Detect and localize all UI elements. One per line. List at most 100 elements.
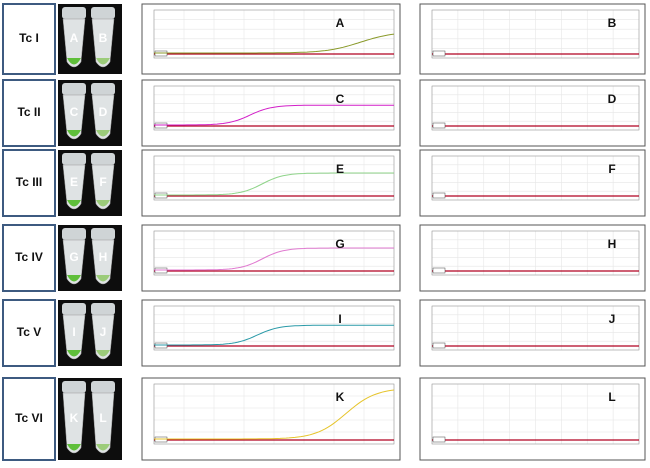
tube-letter: I [72, 325, 75, 339]
plot-letter: C [336, 92, 345, 106]
plot-area [153, 383, 395, 445]
plot-letter: B [608, 16, 617, 30]
plot-frame [419, 377, 646, 461]
tube-cap [91, 303, 115, 315]
tube-liquid [96, 275, 110, 282]
amplification-curve [154, 324, 394, 346]
plot-letter: J [609, 312, 616, 326]
plot-letter: K [336, 390, 345, 404]
row-label: Tc I [19, 31, 39, 45]
tube [91, 392, 115, 454]
plot-frame [141, 224, 401, 292]
tube-liquid [67, 130, 81, 137]
tube-liquid [96, 58, 110, 65]
tube-cap [91, 83, 115, 95]
plot-letter: H [608, 237, 617, 251]
tube-liquid [67, 58, 81, 65]
amplification-curve [154, 247, 394, 271]
plot-frame [419, 149, 646, 217]
tube [91, 164, 115, 210]
plot-frame [141, 377, 401, 461]
tube [91, 314, 115, 360]
tube [62, 239, 86, 285]
plot-frame [141, 79, 401, 147]
legend-box [432, 342, 446, 349]
plot-area [431, 85, 640, 131]
tube-liquid [67, 200, 81, 207]
tube-liquid [67, 275, 81, 282]
row-label: Tc V [17, 325, 41, 339]
plot-letter: I [338, 312, 341, 326]
tube [62, 94, 86, 140]
legend-box [432, 192, 446, 199]
amplification-curve [154, 104, 394, 126]
tube-letter: F [99, 175, 106, 189]
tube-letter: H [99, 250, 108, 264]
plot-frame [141, 149, 401, 217]
row-label-box [2, 224, 56, 292]
tube-letter: D [99, 105, 108, 119]
plot-letter: E [336, 162, 344, 176]
tube-liquid [96, 444, 110, 451]
plot-letter: G [335, 237, 344, 251]
legend-box [432, 436, 446, 443]
tube [62, 18, 86, 68]
plot-area [153, 85, 395, 131]
plot-frame [419, 224, 646, 292]
tube-cap [91, 7, 115, 19]
amplification-curve [154, 33, 395, 54]
plot-area [153, 230, 395, 276]
tube-letter: K [70, 411, 79, 425]
plot-area [431, 305, 640, 351]
tube-liquid [96, 130, 110, 137]
amplification-curve [154, 389, 395, 440]
tube-liquid [96, 200, 110, 207]
plot-frame [419, 299, 646, 367]
tube-liquid [96, 350, 110, 357]
plot-letter: D [608, 92, 617, 106]
tube-cap [62, 7, 86, 19]
tube-cap [91, 228, 115, 240]
tube-letter: J [100, 325, 107, 339]
tube [62, 164, 86, 210]
row-label-box [2, 3, 56, 75]
plot-area [431, 155, 640, 201]
row-label: Tc II [17, 105, 40, 119]
tube-cap [62, 303, 86, 315]
row-label: Tc III [16, 175, 42, 189]
plot-frame [141, 299, 401, 367]
tube-letter: B [99, 31, 108, 45]
plot-letter: F [608, 162, 615, 176]
legend-box [432, 122, 446, 129]
plot-area [153, 305, 395, 351]
plot-letter: L [608, 390, 615, 404]
amplification-curve [154, 172, 394, 196]
tube-liquid [67, 350, 81, 357]
row-label-box [2, 299, 56, 367]
tube-cap [62, 153, 86, 165]
row-label: Tc IV [15, 250, 43, 264]
legend-box [432, 267, 446, 274]
plot-frame [419, 79, 646, 147]
tube [62, 314, 86, 360]
tube-liquid [67, 444, 81, 451]
tube-letter: A [70, 31, 79, 45]
plot-area [153, 155, 395, 201]
row-label-box [2, 79, 56, 147]
tube-cap [62, 83, 86, 95]
plot-letter: A [336, 16, 345, 30]
tube [91, 18, 115, 68]
legend-box [432, 50, 446, 57]
tube [62, 392, 86, 454]
tube-letter: C [70, 105, 79, 119]
tube-cap [62, 228, 86, 240]
tube-cap [91, 381, 115, 393]
tube-letter: G [69, 250, 78, 264]
row-label-box [2, 149, 56, 217]
plot-area [431, 230, 640, 276]
plot-area [431, 383, 640, 445]
tube-letter: L [99, 411, 106, 425]
tube-letter: E [70, 175, 78, 189]
tube [91, 239, 115, 285]
tube-cap [62, 381, 86, 393]
